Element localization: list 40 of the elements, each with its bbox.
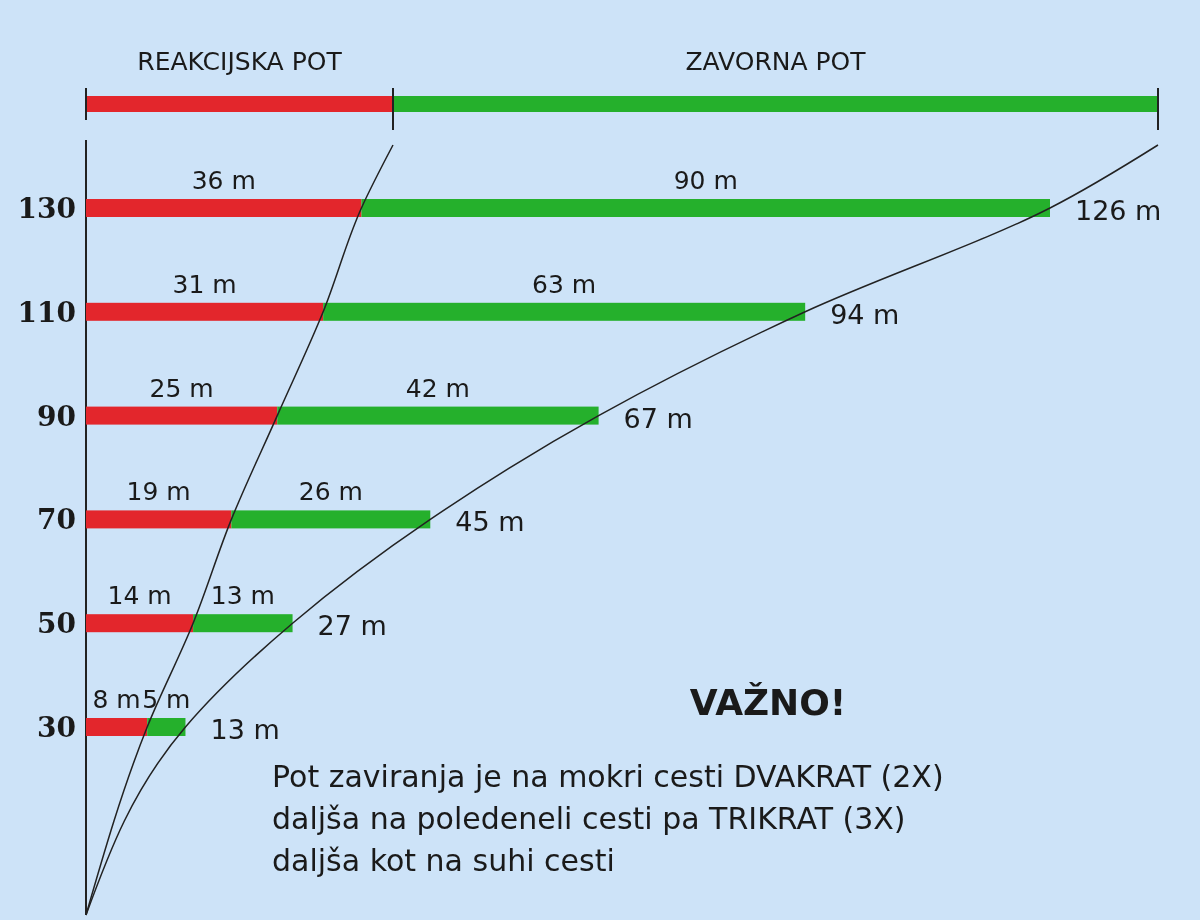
bar: [323, 302, 806, 321]
data-label: 63 m: [532, 269, 597, 299]
total-label: 13 m: [210, 714, 280, 745]
bar: [86, 718, 148, 736]
bar: [231, 510, 431, 529]
text: ZAVORNA POT: [685, 47, 867, 76]
y-tick-label: 30: [37, 711, 76, 744]
bar: [193, 614, 293, 633]
y-tick-label: 70: [37, 503, 76, 537]
y-tick-label: 130: [17, 192, 76, 225]
annotation: Pot zaviranja je na mokri cesti DVAKRAT (2X) daljša na poledeneli cesti pa TRIKRAT (3X) daljša kot na suhi cesti: [272, 759, 944, 878]
total-label: 67 m: [623, 402, 693, 434]
total-label: 45 m: [455, 506, 525, 538]
bar: [361, 199, 1050, 217]
total-label: 27 m: [317, 610, 387, 642]
y-tick-label: 90: [37, 399, 76, 433]
data-label: 19 m: [126, 477, 191, 507]
data-label: 14 m: [107, 581, 172, 611]
data-label: 90 m: [673, 166, 738, 195]
data-label: 31 m: [172, 269, 237, 299]
bar: [86, 614, 194, 633]
data-label: 25 m: [149, 373, 214, 403]
total-label: 94 m: [830, 298, 900, 330]
bar: [147, 718, 186, 736]
bar: [86, 406, 278, 425]
y-tick-label: 110: [17, 295, 76, 329]
data-label: 13 m: [210, 581, 275, 611]
annotation: VAŽNO!: [689, 682, 847, 723]
bar: [86, 302, 324, 321]
total-label: 126 m: [1075, 195, 1162, 226]
data-label: 8 m: [92, 685, 141, 714]
data-label: 26 m: [298, 477, 363, 507]
data-label: 36 m: [191, 166, 256, 195]
data-label: 42 m: [405, 373, 470, 403]
bar: [277, 406, 599, 425]
bar: [86, 510, 232, 529]
data-label: 5 m: [142, 685, 191, 714]
text: REAKCIJSKA POT: [137, 47, 343, 76]
y-tick-label: 50: [37, 607, 76, 641]
bar: [86, 199, 362, 217]
